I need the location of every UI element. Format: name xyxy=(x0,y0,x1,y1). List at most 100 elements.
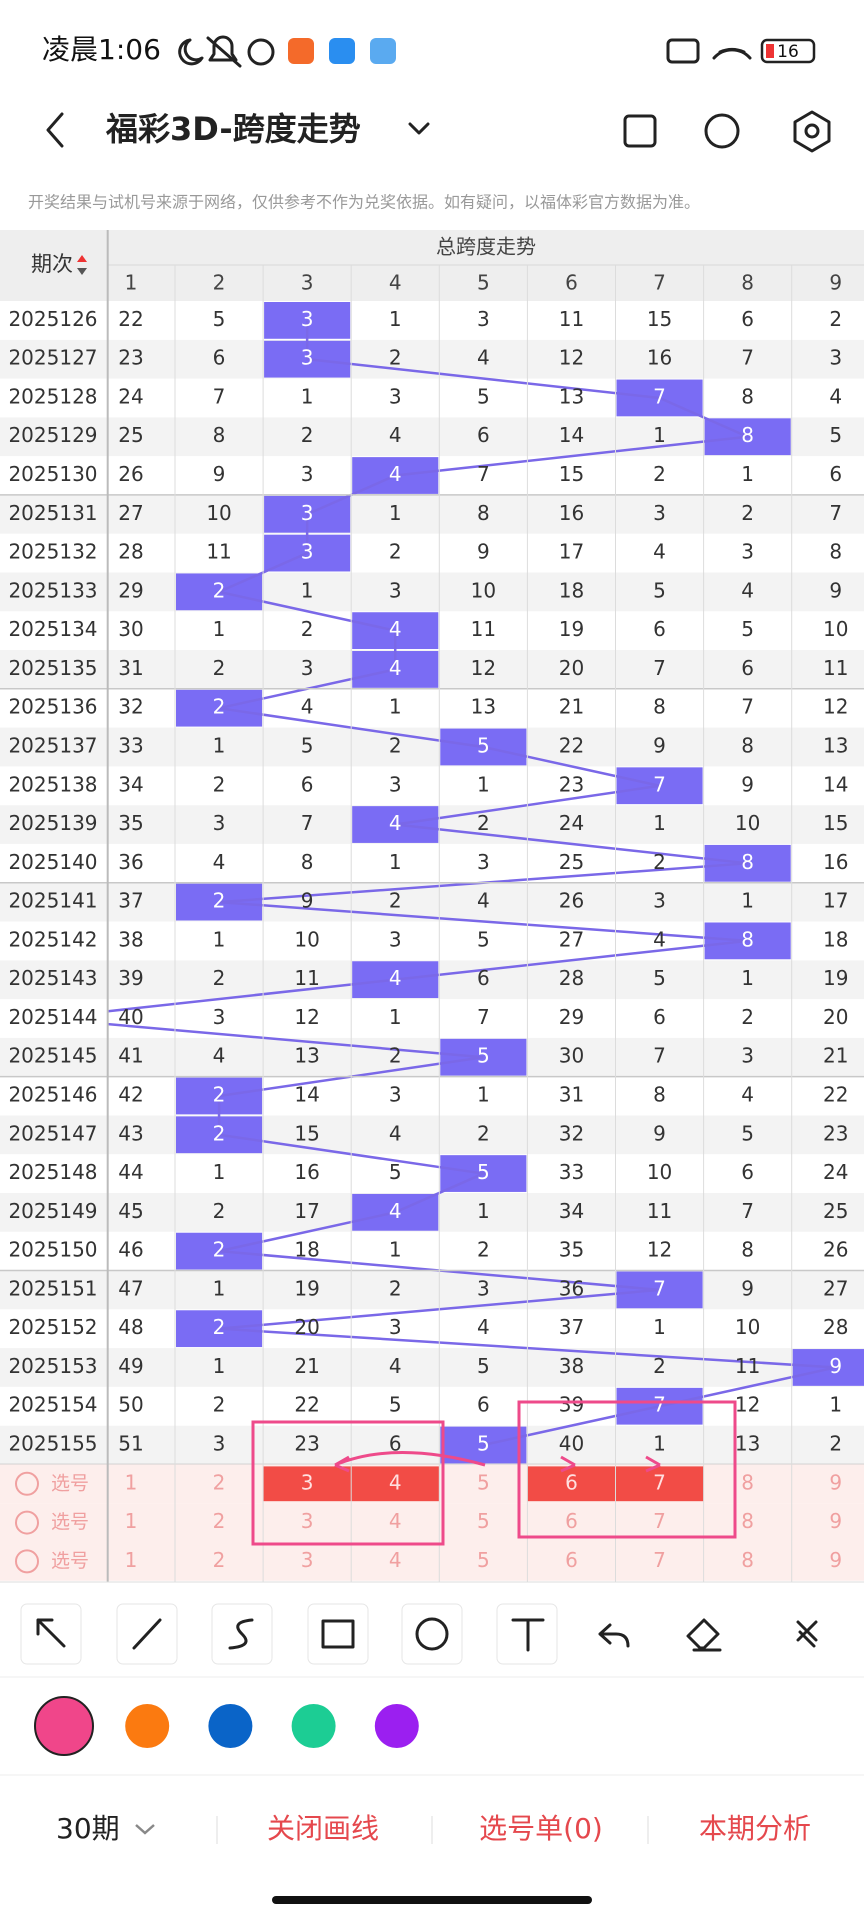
cell-value: 25 xyxy=(559,850,584,874)
color-swatch[interactable] xyxy=(208,1704,253,1748)
cell-value: 9 xyxy=(829,578,842,602)
cell-value: 31 xyxy=(118,656,143,680)
color-swatch[interactable] xyxy=(291,1704,336,1748)
select-cell[interactable]: 3 xyxy=(301,1509,314,1533)
select-cell[interactable]: 4 xyxy=(389,1509,402,1533)
cell-value: 3 xyxy=(389,1315,402,1339)
selected-cell[interactable] xyxy=(351,1466,440,1502)
cell-value: 3 xyxy=(301,501,314,525)
color-swatch[interactable] xyxy=(374,1704,419,1748)
select-cell[interactable]: 1 xyxy=(125,1548,138,1572)
select-cell[interactable]: 1 xyxy=(125,1470,138,1494)
select-cell[interactable]: 9 xyxy=(829,1509,842,1533)
cell-value: 4 xyxy=(653,927,666,951)
cell-value: 1 xyxy=(213,617,226,641)
select-cell[interactable]: 6 xyxy=(565,1548,578,1572)
select-cell[interactable]: 6 xyxy=(565,1470,578,1494)
cell-value: 25 xyxy=(823,1199,848,1223)
cell-value: 2 xyxy=(389,1044,402,1068)
back-button[interactable] xyxy=(46,112,64,148)
selected-cell[interactable] xyxy=(263,1466,352,1502)
cell-value: 33 xyxy=(559,1160,584,1184)
column-header: 6 xyxy=(565,271,578,295)
pick-list[interactable]: 选号单(0) xyxy=(479,1812,603,1845)
select-cell[interactable]: 3 xyxy=(301,1548,314,1572)
tool-rect[interactable] xyxy=(307,1603,369,1665)
cell-value: 27 xyxy=(559,927,584,951)
column-header: 1 xyxy=(125,271,138,295)
period: 2025154 xyxy=(8,1393,97,1417)
select-cell[interactable]: 3 xyxy=(301,1470,314,1494)
tool-arrow[interactable] xyxy=(20,1603,82,1665)
select-cell[interactable]: 2 xyxy=(213,1470,226,1494)
select-cell[interactable]: 8 xyxy=(741,1509,754,1533)
settings-icon[interactable] xyxy=(793,110,831,153)
period: 2025139 xyxy=(8,811,97,835)
period: 2025155 xyxy=(8,1432,97,1456)
row-background xyxy=(0,494,864,534)
share-icon[interactable] xyxy=(623,114,657,148)
select-radio[interactable] xyxy=(15,1549,39,1574)
period: 2025132 xyxy=(8,540,97,564)
cell-value: 12 xyxy=(735,1393,760,1417)
cell-value: 3 xyxy=(653,889,666,913)
cell-value: 4 xyxy=(389,1199,402,1223)
select-cell[interactable]: 8 xyxy=(741,1548,754,1572)
cell-value: 6 xyxy=(477,423,490,447)
select-cell[interactable]: 4 xyxy=(389,1470,402,1494)
color-swatch[interactable] xyxy=(125,1704,170,1748)
tool-line[interactable] xyxy=(116,1603,178,1665)
color-swatch[interactable] xyxy=(34,1696,94,1756)
period-header[interactable]: 期次 xyxy=(31,252,73,276)
period-selector[interactable]: 30期 xyxy=(56,1812,120,1845)
tool-rect-icon xyxy=(321,1619,355,1649)
battery-text: 16 xyxy=(777,42,799,62)
cell-value: 2 xyxy=(213,578,226,602)
cell-value: 3 xyxy=(389,578,402,602)
select-radio[interactable] xyxy=(15,1510,39,1535)
cell-value: 2 xyxy=(389,733,402,757)
select-cell[interactable]: 2 xyxy=(213,1509,226,1533)
period: 2025147 xyxy=(8,1121,97,1145)
select-cell[interactable]: 5 xyxy=(477,1548,490,1572)
select-cell[interactable]: 9 xyxy=(829,1548,842,1572)
tool-undo[interactable] xyxy=(598,1623,630,1648)
select-cell[interactable]: 8 xyxy=(741,1470,754,1494)
select-cell[interactable]: 7 xyxy=(653,1509,666,1533)
cell-value: 3 xyxy=(301,307,314,331)
select-cell[interactable]: 7 xyxy=(653,1470,666,1494)
select-cell[interactable]: 9 xyxy=(829,1470,842,1494)
cell-value: 29 xyxy=(559,1005,584,1029)
tool-clear[interactable] xyxy=(796,1620,818,1648)
edit-icon[interactable] xyxy=(704,113,740,149)
period: 2025137 xyxy=(8,733,97,757)
selected-cell[interactable] xyxy=(527,1466,616,1502)
tool-eraser[interactable] xyxy=(686,1618,722,1652)
title-dropdown[interactable] xyxy=(408,122,430,135)
cell-value: 2 xyxy=(389,346,402,370)
cell-value: 2 xyxy=(389,540,402,564)
period-analysis[interactable]: 本期分析 xyxy=(699,1812,811,1845)
cell-value: 47 xyxy=(118,1276,143,1300)
select-cell[interactable]: 6 xyxy=(565,1509,578,1533)
tool-text[interactable] xyxy=(496,1603,558,1665)
cell-value: 3 xyxy=(389,927,402,951)
cell-value: 12 xyxy=(823,695,848,719)
cell-value: 13 xyxy=(294,1044,319,1068)
close-lines[interactable]: 关闭画线 xyxy=(267,1812,379,1845)
select-radio[interactable] xyxy=(15,1471,39,1496)
cell-value: 3 xyxy=(301,656,314,680)
cell-value: 17 xyxy=(823,889,848,913)
cell-value: 7 xyxy=(741,695,754,719)
select-cell[interactable]: 7 xyxy=(653,1548,666,1572)
annotation-box xyxy=(251,1420,445,1546)
select-cell[interactable]: 4 xyxy=(389,1548,402,1572)
tool-circle[interactable] xyxy=(401,1603,463,1665)
selected-cell[interactable] xyxy=(615,1466,704,1502)
select-cell[interactable]: 5 xyxy=(477,1470,490,1494)
select-cell[interactable]: 2 xyxy=(213,1548,226,1572)
select-cell[interactable]: 1 xyxy=(125,1509,138,1533)
tool-curve[interactable] xyxy=(211,1603,273,1665)
select-cell[interactable]: 5 xyxy=(477,1509,490,1533)
group-header: 总跨度走势 xyxy=(436,235,536,259)
